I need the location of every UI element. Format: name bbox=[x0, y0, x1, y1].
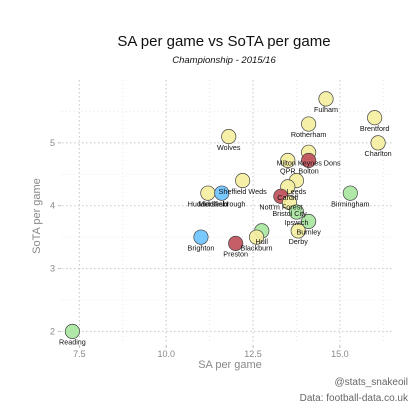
y-tick-label: 2 bbox=[50, 326, 55, 336]
y-axis-ticks: 2 3 4 5 bbox=[50, 138, 61, 336]
point-burnley bbox=[301, 213, 317, 229]
point-label-brentford: Brentford bbox=[360, 124, 390, 133]
chart-subtitle: Championship - 2015/16 bbox=[172, 55, 276, 66]
point-derby bbox=[290, 223, 306, 239]
point-wolves bbox=[221, 129, 237, 145]
grid bbox=[62, 80, 392, 344]
point-brighton bbox=[193, 229, 209, 245]
x-axis-title: SA per game bbox=[198, 359, 262, 371]
point-qpr bbox=[280, 152, 296, 169]
y-tick-label: 3 bbox=[50, 264, 55, 274]
y-axis-title: SoTA per game bbox=[31, 178, 43, 254]
point-label-burnley: Burnley bbox=[296, 228, 321, 237]
point-blackburn bbox=[248, 229, 265, 245]
x-tick-label: 12.5 bbox=[244, 349, 262, 359]
point-label-rotherham: Rotherham bbox=[291, 130, 327, 139]
point-label-bolton: Bolton bbox=[298, 167, 318, 176]
x-tick-label: 10.0 bbox=[157, 349, 175, 359]
point-label-wolves: Wolves bbox=[217, 143, 241, 152]
x-tick-label: 15.0 bbox=[331, 349, 349, 359]
point-sheffield-weds bbox=[235, 173, 251, 189]
point-label-fulham: Fulham bbox=[314, 105, 338, 114]
data-points bbox=[64, 91, 386, 339]
point-birmingham bbox=[342, 185, 358, 201]
point-middlesbrough bbox=[214, 185, 230, 201]
point-label-sheffield-weds: Sheffield Weds bbox=[219, 187, 267, 196]
point-label-birmingham: Birmingham bbox=[331, 199, 369, 208]
point-label-bristol-city: Bristol City bbox=[272, 209, 307, 218]
point-brentford bbox=[367, 110, 383, 126]
point-rotherham bbox=[301, 116, 317, 132]
chart-title: SA per game vs SoTA per game bbox=[117, 33, 330, 50]
point-label-hull: Hull bbox=[256, 237, 269, 246]
point-label-cardiff: Cardiff bbox=[277, 193, 298, 202]
point-fulham bbox=[318, 91, 334, 107]
point-label-blackburn: Blackburn bbox=[241, 243, 273, 252]
point-label-nott-m-forest: Nott'm Forest bbox=[259, 202, 302, 211]
point-reading bbox=[64, 323, 80, 339]
point-huddersfield bbox=[200, 185, 216, 201]
x-tick-label: 7.5 bbox=[73, 349, 86, 359]
point-label-leeds: Leeds bbox=[287, 187, 307, 196]
point-charlton bbox=[370, 135, 386, 151]
point-labels: Fulham Brentford Rotherham Charlton Wolves Mi… bbox=[59, 105, 392, 347]
point-label-qpr: QPR bbox=[280, 167, 296, 176]
credit-twitter: @stats_snakeoil bbox=[334, 377, 408, 388]
point-label-milton-keynes-dons: Milton Keynes Dons bbox=[277, 158, 341, 167]
point-preston bbox=[228, 235, 244, 251]
point-label-huddersfield: Huddersfield bbox=[188, 199, 228, 208]
point-label-preston: Preston bbox=[223, 250, 248, 259]
point-bolton bbox=[301, 152, 317, 169]
point-label-ipswich: Ipswich bbox=[284, 218, 308, 227]
point-ipswich bbox=[288, 204, 305, 220]
y-tick-label: 5 bbox=[50, 138, 55, 148]
y-tick-label: 4 bbox=[50, 201, 55, 211]
point-label-brighton: Brighton bbox=[188, 243, 215, 252]
point-label-charlton: Charlton bbox=[365, 149, 392, 158]
point-label-derby: Derby bbox=[289, 237, 309, 246]
point-label-middlesbrough: Middlesbrough bbox=[198, 199, 245, 208]
point-label-reading: Reading bbox=[59, 338, 86, 347]
credit-source: Data: football-data.co.uk bbox=[300, 393, 409, 404]
x-axis-ticks: 7.5 10.0 12.5 15.0 bbox=[73, 345, 349, 359]
